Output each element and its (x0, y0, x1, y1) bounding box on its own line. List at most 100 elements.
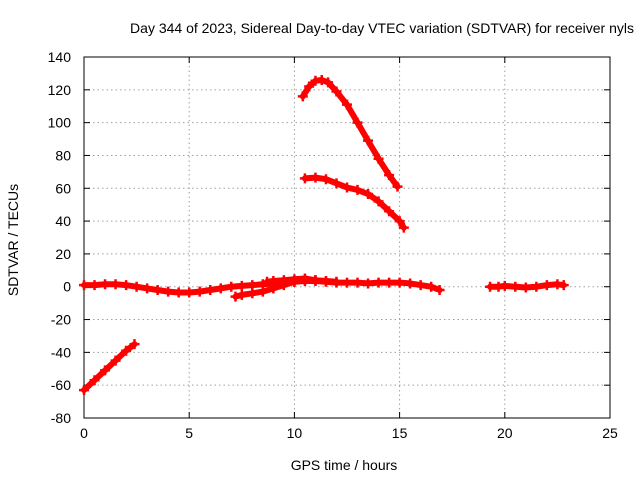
y-tick-label: 0 (63, 279, 71, 295)
data-point (215, 283, 226, 294)
data-point (163, 286, 174, 297)
data-point (268, 275, 279, 286)
series-arc-7 (485, 279, 569, 293)
data-point (316, 74, 327, 85)
data-point (384, 170, 395, 181)
x-tick-label: 0 (80, 425, 88, 441)
data-point (230, 291, 241, 302)
data-point (558, 280, 569, 291)
series-arc-6 (299, 172, 409, 233)
data-point (79, 385, 89, 396)
data-point (236, 289, 247, 300)
data-point (320, 174, 331, 185)
data-point (520, 282, 531, 293)
data-point (331, 178, 342, 189)
data-point (384, 277, 395, 288)
data-point (194, 286, 205, 297)
series-group (79, 74, 569, 396)
data-point (531, 281, 542, 292)
data-point (394, 216, 405, 227)
data-point (299, 273, 310, 284)
data-point (426, 281, 437, 292)
data-point (352, 184, 363, 195)
x-tick-label: 10 (287, 425, 303, 441)
data-point (100, 279, 111, 290)
data-point (392, 181, 403, 192)
data-point (331, 276, 342, 287)
data-point (142, 283, 153, 294)
y-tick-label: 40 (55, 213, 71, 229)
x-axis-label: GPS time / hours (291, 457, 398, 473)
x-tick-label: 15 (392, 425, 408, 441)
data-point (342, 277, 352, 288)
data-point (363, 135, 374, 146)
data-point (131, 281, 142, 292)
data-point (363, 189, 374, 200)
data-point (510, 281, 521, 292)
data-point (121, 280, 132, 291)
data-point (485, 281, 496, 292)
data-point (342, 182, 352, 193)
data-point (89, 375, 100, 386)
data-point (205, 285, 216, 296)
y-tick-label: -80 (51, 410, 71, 426)
data-point (398, 222, 409, 233)
x-tick-label: 5 (185, 425, 193, 441)
chart-title: Day 344 of 2023, Sidereal Day-to-day VTE… (130, 20, 634, 36)
data-point (320, 275, 331, 286)
series-arc-5 (297, 74, 403, 192)
data-point (304, 81, 315, 92)
data-point (310, 172, 321, 183)
data-point (257, 286, 268, 297)
data-point (434, 285, 445, 296)
data-point (236, 280, 247, 291)
y-tick-label: 20 (55, 246, 71, 262)
y-axis-label: SDTVAR / TECUs (5, 184, 21, 296)
data-point (110, 355, 121, 366)
data-point (384, 206, 395, 217)
data-point (100, 365, 111, 376)
y-tick-label: -20 (51, 312, 71, 328)
y-tick-labels: -80 -60 -40 -20 0 20 40 60 80 100 120 140 (48, 49, 72, 426)
tick-marks (83, 56, 611, 419)
data-point (226, 281, 237, 292)
data-point (415, 280, 426, 291)
y-tick-label: -40 (51, 344, 71, 360)
y-tick-label: 120 (48, 82, 72, 98)
plot-frame (83, 56, 611, 419)
data-point (394, 277, 405, 288)
series-line (301, 174, 407, 231)
x-tick-labels: 0 5 10 15 20 25 (80, 425, 618, 441)
data-point (299, 173, 310, 184)
data-point (79, 280, 89, 291)
data-point (373, 153, 384, 164)
y-tick-label: 100 (48, 115, 72, 131)
series-arc-1 (79, 339, 140, 396)
data-point (352, 117, 363, 128)
data-point (499, 280, 510, 291)
data-point (405, 278, 416, 289)
data-point (278, 275, 289, 286)
data-point (352, 277, 363, 288)
x-tick-label: 20 (497, 425, 513, 441)
data-point (184, 287, 195, 298)
series-arc-4 (262, 273, 321, 287)
data-point (247, 288, 258, 299)
grid (84, 57, 610, 418)
data-point (129, 339, 140, 350)
data-point (541, 280, 552, 291)
data-point (331, 86, 342, 97)
series-arc-2 (79, 275, 445, 298)
data-point (121, 345, 132, 356)
data-point (363, 278, 374, 289)
data-point (152, 285, 163, 296)
y-tick-label: 140 (48, 49, 72, 65)
data-point (310, 275, 321, 286)
x-tick-label: 25 (602, 425, 618, 441)
data-point (297, 91, 308, 102)
data-point (289, 274, 300, 285)
data-point (342, 99, 352, 110)
y-tick-label: 80 (55, 147, 71, 163)
data-point (110, 279, 121, 290)
